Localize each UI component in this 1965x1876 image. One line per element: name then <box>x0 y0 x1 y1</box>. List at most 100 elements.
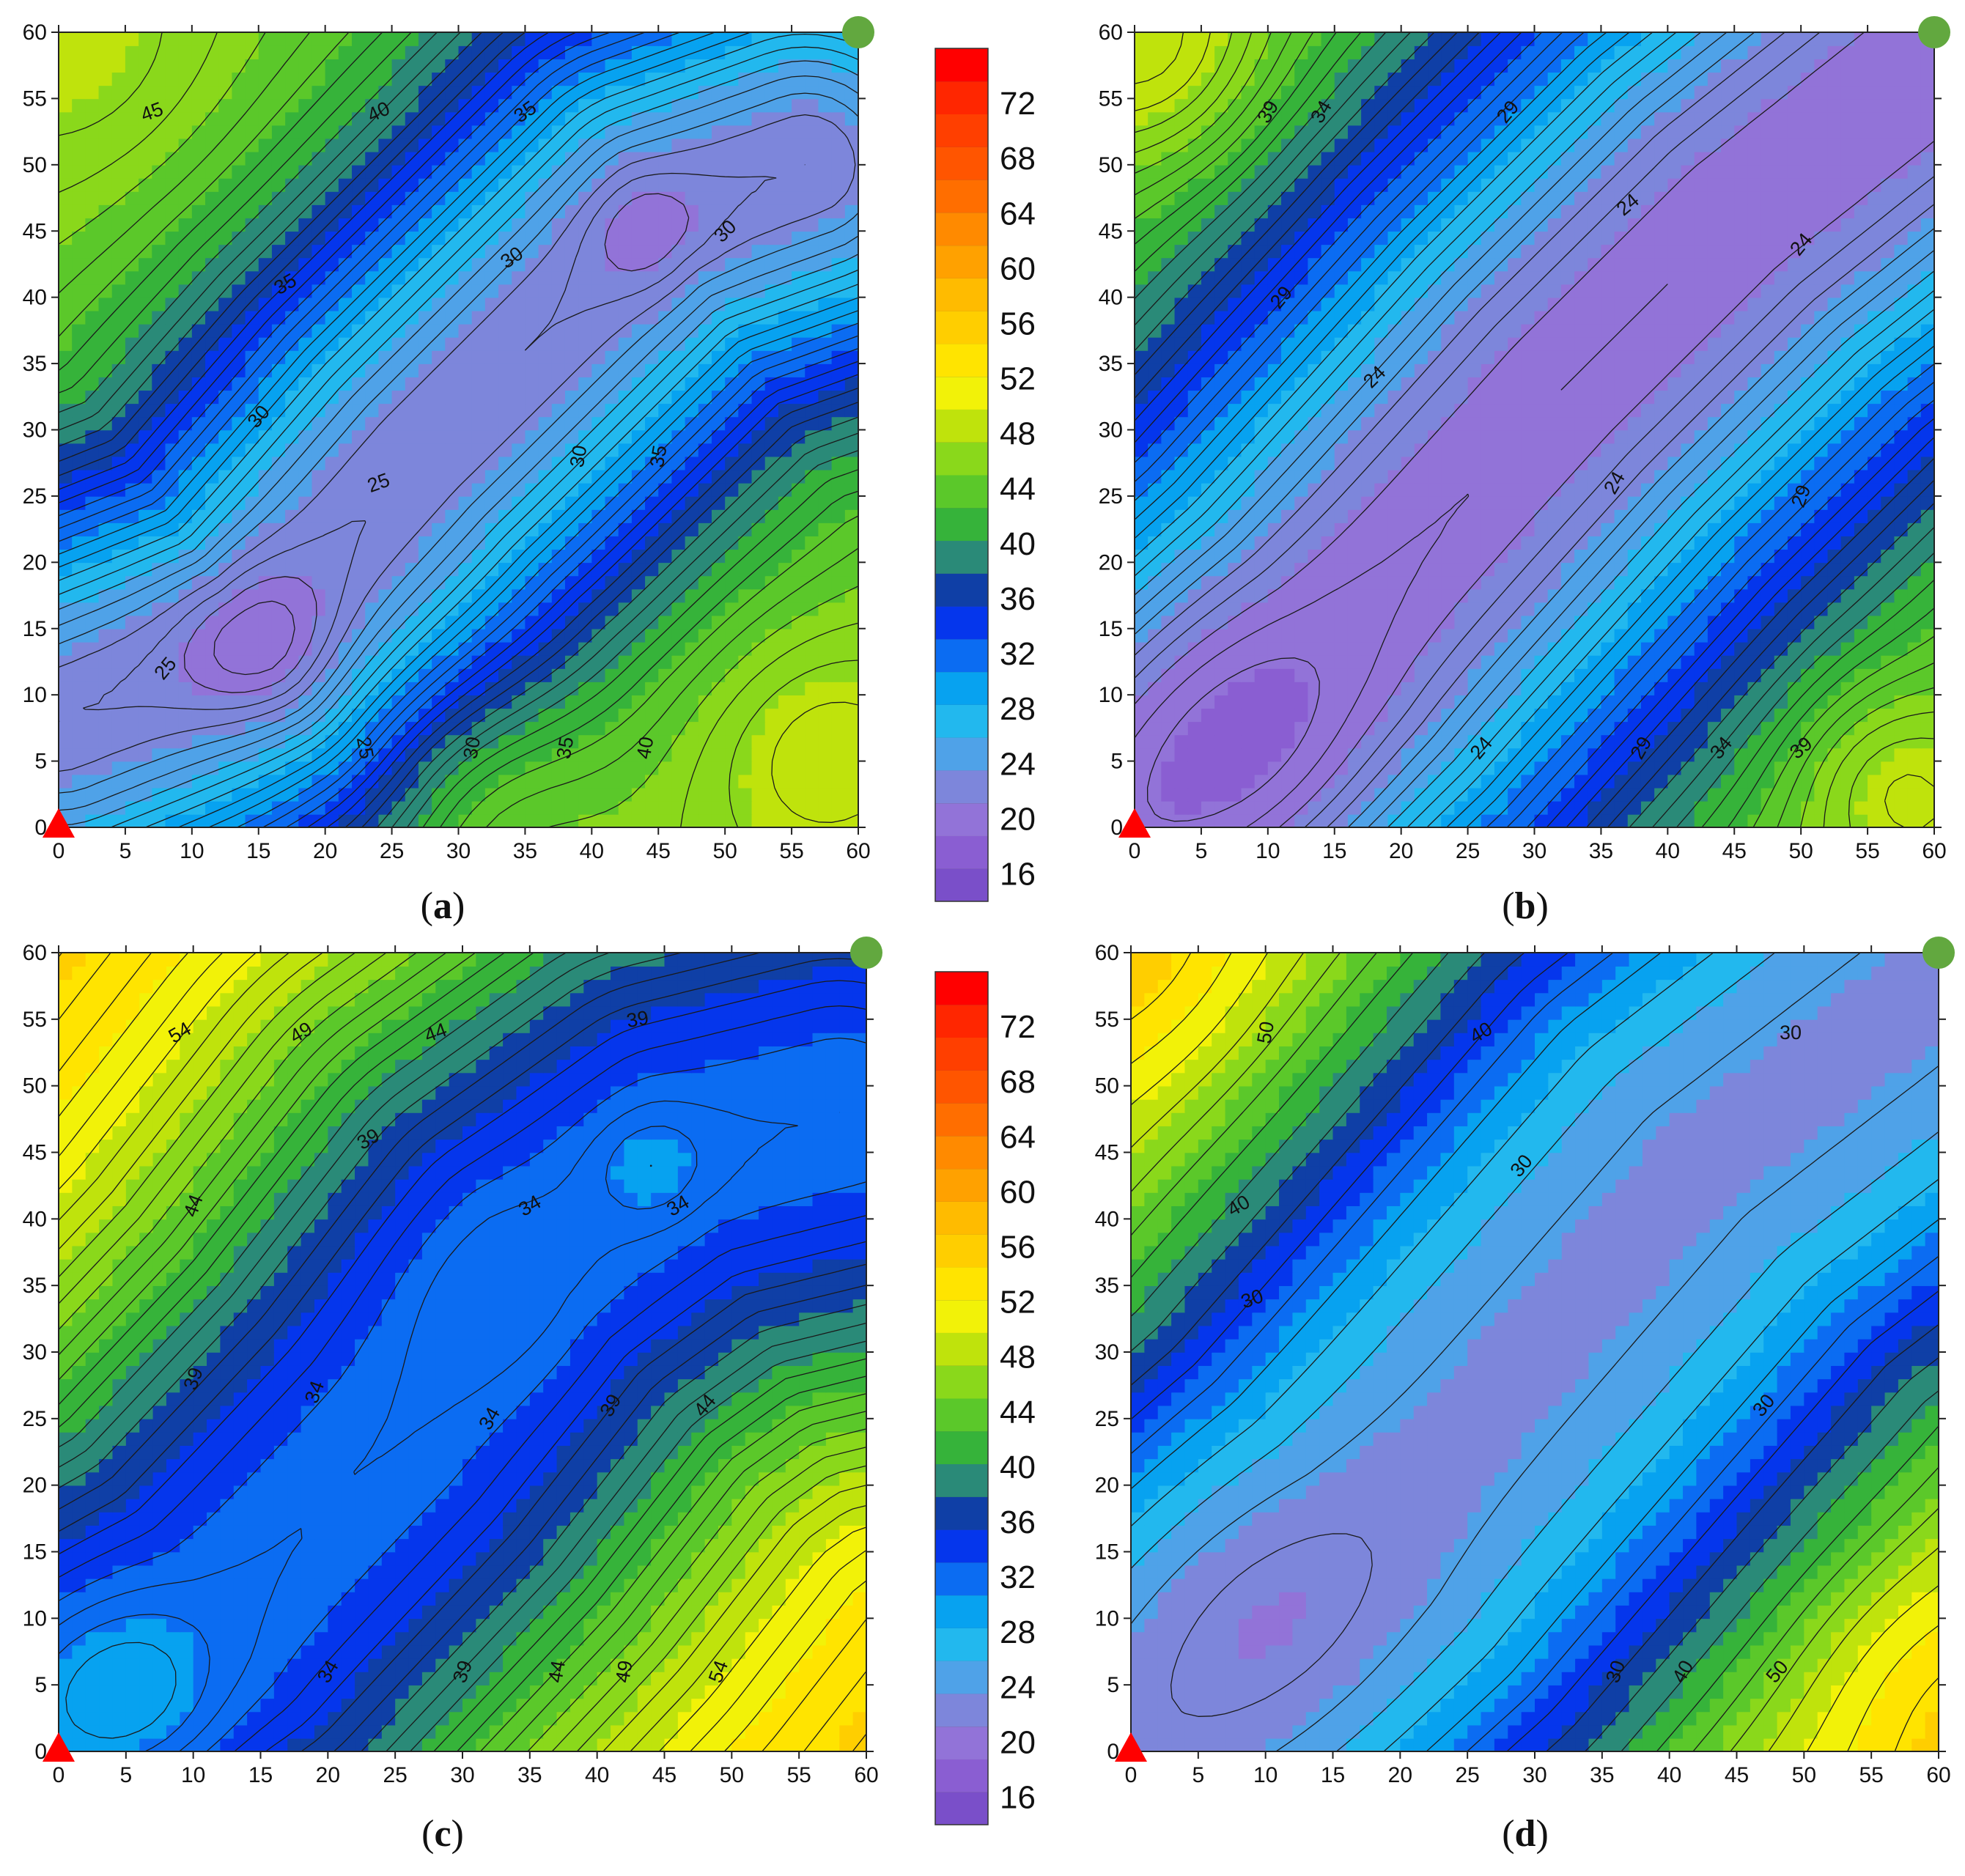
panel-a-cell <box>778 721 792 736</box>
panel-a-cell <box>512 747 526 762</box>
panel-b-cell <box>1361 774 1376 789</box>
panel-b-cell <box>1214 734 1229 749</box>
panel-b-cell <box>1401 549 1415 564</box>
panel-a-cell <box>352 615 366 629</box>
panel-a-cell <box>618 562 633 577</box>
panel-a-cell <box>165 682 180 695</box>
panel-a-cell <box>111 721 126 736</box>
panel-b-cell <box>1441 628 1456 643</box>
panel-a-cell <box>778 336 792 351</box>
panel-a-cell <box>751 191 766 205</box>
panel-a-cell <box>778 602 792 616</box>
panel-a-cell <box>418 469 432 484</box>
panel-b-cell <box>1161 682 1176 695</box>
panel-a-cell <box>245 469 259 484</box>
panel-a-cell <box>258 549 273 564</box>
panel-b-cell <box>1707 562 1722 577</box>
x-tick-label: 40 <box>580 839 604 863</box>
panel-a-cell <box>378 125 393 139</box>
panel-b-cell <box>1907 747 1922 762</box>
panel-b-cell <box>1267 615 1282 629</box>
panel-a-cell <box>72 562 86 577</box>
panel-a-cell <box>59 32 73 46</box>
panel-a-cell <box>178 270 193 285</box>
panel-b-cell <box>1308 695 1322 709</box>
panel-a-cell <box>818 85 833 100</box>
panel-a-cell <box>139 628 153 643</box>
panel-b-cell <box>1494 787 1508 802</box>
panel-a-cell <box>645 668 660 682</box>
panel-b-cell <box>1201 787 1215 802</box>
panel-a-cell <box>391 509 406 523</box>
panel-a-cell <box>218 310 233 325</box>
panel-a-cell <box>564 377 579 391</box>
y-tick-label: 10 <box>23 683 47 707</box>
panel-a-cell <box>218 151 233 166</box>
panel-b-cell <box>1894 747 1909 762</box>
panel-a-cell <box>512 654 526 669</box>
panel-a-cell <box>338 721 353 736</box>
panel-a-cell <box>98 813 113 828</box>
panel-a-cell <box>484 536 499 550</box>
panel-a-cell <box>498 323 513 338</box>
panel-a-cell <box>352 390 366 405</box>
panel-a-cell <box>471 761 486 775</box>
panel-a-cell <box>218 456 233 470</box>
panel-b-cell <box>1734 654 1749 669</box>
panel-a-cell <box>605 708 619 723</box>
panel-a-cell <box>578 138 593 152</box>
panel-b-cell <box>1547 575 1562 590</box>
panel-a-cell <box>725 668 740 682</box>
panel-a-cell <box>418 45 432 59</box>
panel-a-cell <box>405 336 419 351</box>
panel-a-cell <box>391 588 406 603</box>
panel-a-cell <box>285 390 300 405</box>
panel-a-cell <box>365 641 380 656</box>
panel-a-cell <box>325 59 339 73</box>
panel-a-cell <box>271 45 286 59</box>
panel-a-cell <box>792 641 806 656</box>
panel-a-cell <box>818 787 833 802</box>
panel-a-cell <box>378 350 393 364</box>
panel-a-cell <box>365 787 380 802</box>
panel-a-cell <box>591 323 606 338</box>
panel-a-cell <box>805 336 819 351</box>
panel-a-cell <box>605 774 619 789</box>
panel-a-cell <box>645 602 660 616</box>
panel-a-cell <box>311 310 326 325</box>
panel-a-cell <box>484 495 499 510</box>
panel-a-cell <box>512 323 526 338</box>
panel-a-cell <box>658 323 673 338</box>
panel-a-cell <box>618 443 633 457</box>
panel-a-cell <box>391 416 406 431</box>
panel-a-cell <box>245 721 259 736</box>
panel-b-cell <box>1441 695 1456 709</box>
panel-a-cell <box>111 244 126 259</box>
panel-a-cell <box>778 310 792 325</box>
panel-a-cell <box>605 257 619 272</box>
panel-b-cell <box>1881 747 1895 762</box>
panel-a-cell <box>432 695 446 709</box>
panel-b-cell <box>1881 774 1895 789</box>
panel-b-cell <box>1374 536 1389 550</box>
panel-a-cell <box>445 641 460 656</box>
panel-b-cell <box>1547 761 1562 775</box>
panel-b-cell <box>1361 787 1376 802</box>
panel-a-cell <box>484 323 499 338</box>
panel-a-cell <box>778 469 792 484</box>
panel-a-cell <box>578 177 593 192</box>
panel-a-cell <box>844 456 859 470</box>
panel-a-cell <box>538 284 553 298</box>
panel-b-cell <box>1761 654 1775 669</box>
panel-a-cell <box>671 588 686 603</box>
panel-a-cell <box>98 138 113 152</box>
panel-b-cell <box>1920 562 1935 577</box>
panel-a-cell <box>445 72 460 86</box>
panel-b-cell <box>1721 800 1736 815</box>
panel-b-cell <box>1467 602 1482 616</box>
panel-b-cell <box>1881 682 1895 695</box>
panel-a-cell <box>418 588 432 603</box>
panel-b-cell <box>1347 615 1362 629</box>
panel-a-cell <box>245 668 259 682</box>
panel-a-cell <box>792 244 806 259</box>
